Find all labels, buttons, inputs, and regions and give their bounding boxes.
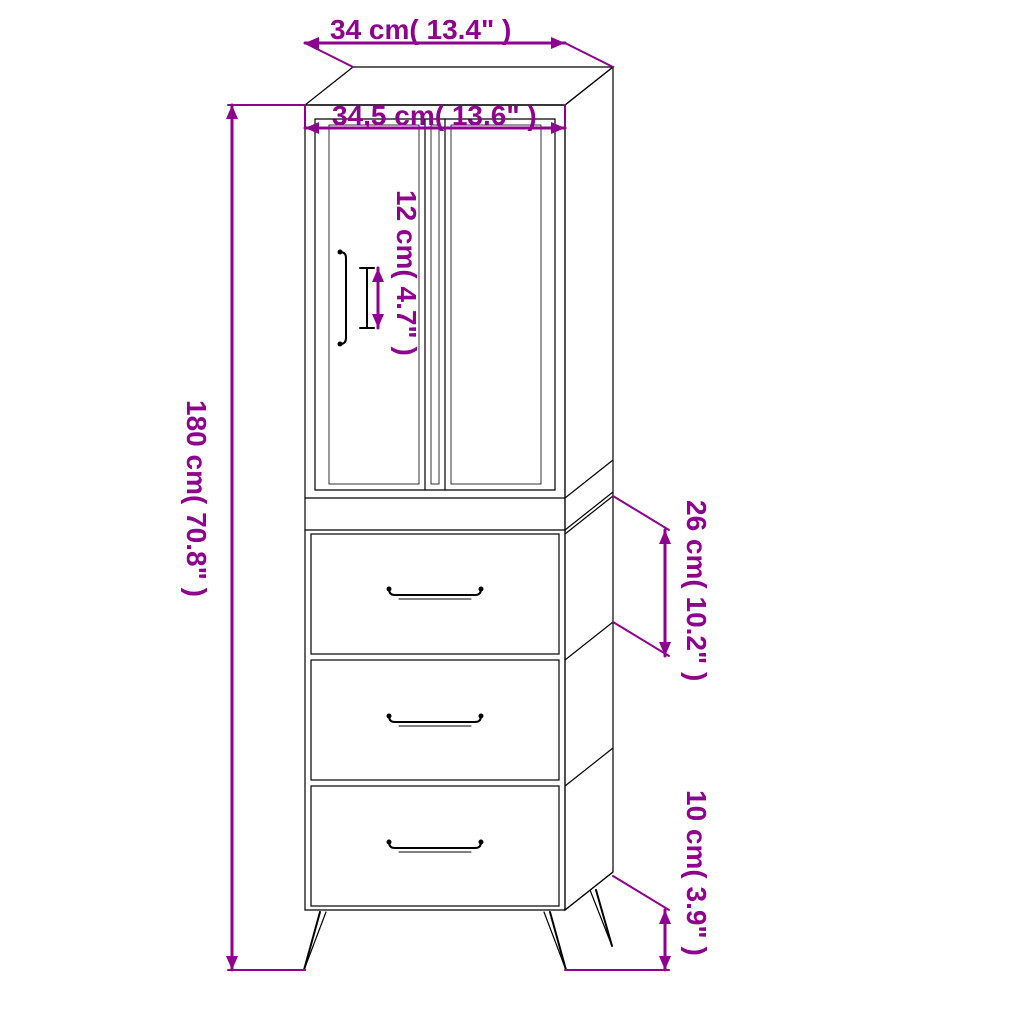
dim-width-label: 34,5 cm( 13.6" ) [332,100,537,132]
dim-leg-label: 10 cm( 3.9" ) [680,790,712,956]
cabinet-dimension-diagram [0,0,1024,1024]
dim-drawer-label: 26 cm( 10.2" ) [680,500,712,681]
dim-height-label: 180 cm( 70.8" ) [180,400,212,597]
dim-handle-label: 12 cm( 4.7" ) [390,190,422,356]
dim-depth-label: 34 cm( 13.4" ) [330,14,511,46]
